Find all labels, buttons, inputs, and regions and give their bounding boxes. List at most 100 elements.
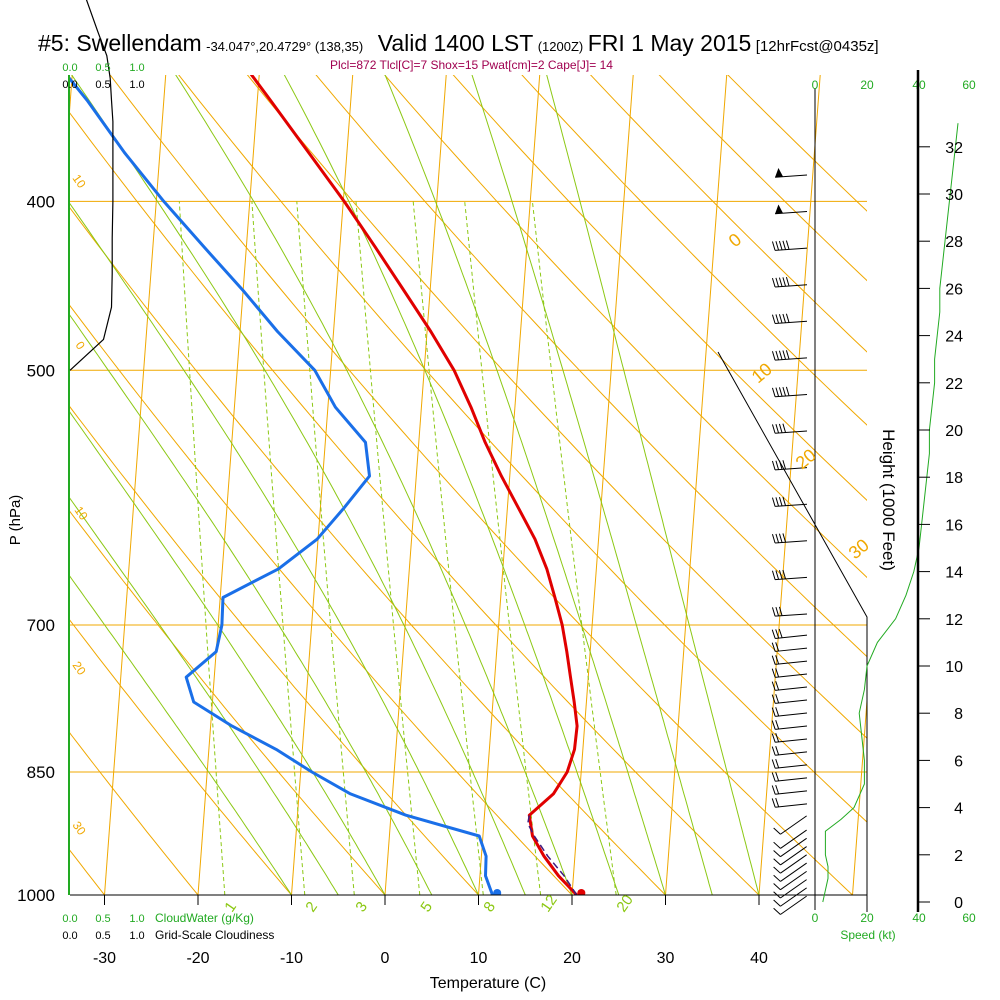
wind-barb	[771, 533, 808, 544]
barb-shaft	[780, 870, 807, 891]
barb-flag	[771, 387, 776, 397]
dry-adiabat-line	[70, 849, 105, 895]
dry-adiabat-line	[727, 75, 867, 212]
temperature-line	[249, 75, 579, 895]
barb-flag	[771, 798, 776, 808]
x-tick-label: -30	[93, 950, 116, 967]
barb-flag	[775, 746, 780, 756]
barb-shaft	[780, 862, 807, 882]
wind-barb	[771, 797, 808, 808]
mixing-ratio-line	[412, 201, 484, 895]
barb-flag	[773, 866, 781, 874]
barb-flag	[775, 771, 780, 782]
barb-flag	[775, 570, 780, 580]
left-adiabat-label: 10	[70, 172, 89, 191]
cloudiness-tick-top: 1.0	[129, 79, 144, 91]
barb-flag	[782, 569, 787, 580]
dry-adiabat-line	[384, 75, 867, 579]
station-coords: -34.047°,20.4729° (138,35)	[206, 39, 364, 54]
height-tick-label: 24	[945, 329, 963, 346]
cloudiness-label: Grid-Scale Cloudiness	[155, 928, 274, 942]
x-tick-label: 0	[381, 950, 390, 967]
barb-flag	[773, 883, 781, 891]
barb-shaft	[775, 699, 808, 704]
left-adiabat-label: 0	[73, 339, 88, 353]
barb-flag	[773, 841, 781, 849]
height-tick-label: 18	[945, 470, 963, 487]
thermo-grid	[70, 75, 867, 895]
barb-shaft	[775, 751, 808, 756]
mixing-ratio-line	[464, 201, 542, 895]
wind-barb	[771, 681, 808, 691]
wind-barb	[771, 746, 808, 756]
moist-adiabat-line	[283, 75, 620, 895]
barb-shaft	[775, 725, 808, 730]
isotherm-line	[478, 75, 541, 895]
height-tick-label: 10	[945, 659, 963, 676]
wind-barb	[771, 668, 808, 678]
barb-flag	[778, 570, 783, 580]
barb-shaft	[780, 854, 807, 874]
height-axis-label: Height (1000 Feet)	[879, 429, 898, 571]
x-tick-label: 30	[657, 950, 675, 967]
moist-adiabat-line	[70, 314, 433, 895]
isotherm-line	[197, 75, 260, 895]
barb-flag	[773, 850, 781, 858]
barb-flag	[778, 240, 783, 251]
wind-barb	[771, 386, 808, 398]
moist-adiabat-line	[471, 75, 713, 895]
barb-flag	[782, 350, 787, 360]
y-tick-label: 500	[27, 361, 55, 380]
cloudwater-label: CloudWater (g/Kg)	[155, 911, 254, 925]
mixing-ratio-line	[355, 201, 421, 895]
wind-barb	[771, 350, 808, 361]
dry-adiabat-line	[590, 75, 867, 353]
cloudwater-tick-top: 0.5	[95, 62, 110, 74]
barb-flag	[778, 533, 783, 543]
barb-flag	[782, 277, 787, 287]
barb-flag	[771, 785, 776, 795]
surface-temperature-point	[577, 889, 586, 895]
barb-flag	[771, 570, 776, 580]
mixing-ratio-label: 8	[480, 899, 499, 916]
isotherm-line	[665, 75, 728, 895]
barb-flag	[785, 240, 790, 250]
wind-barb	[771, 758, 808, 769]
mixing-ratio-label: 3	[352, 899, 371, 916]
wind-barb	[773, 829, 807, 849]
cloudiness-tick-top: 0.5	[95, 79, 110, 91]
height-tick-label: 26	[945, 281, 963, 298]
barb-flag	[775, 707, 780, 717]
barb-shaft	[775, 503, 808, 507]
barb-flag	[775, 350, 780, 361]
wind-barb	[771, 606, 808, 617]
height-tick-label: 14	[945, 565, 963, 582]
forecast-date: FRI 1 May 2015	[587, 30, 752, 56]
mixing-ratio-label: 2	[302, 899, 321, 916]
speed-tick-top: 0	[812, 78, 819, 92]
barb-flag	[782, 423, 787, 433]
dry-adiabat-label: 0	[725, 229, 746, 251]
barb-shaft	[775, 764, 808, 769]
dewpoint-line	[70, 76, 494, 895]
height-tick-label: 12	[945, 612, 963, 629]
barb-flag	[771, 772, 776, 782]
y-tick-label: 850	[27, 763, 55, 782]
wind-barb	[773, 846, 807, 866]
wind-barb	[771, 707, 808, 717]
barb-flag	[785, 350, 790, 360]
barb-flag	[771, 720, 776, 730]
barb-flag	[782, 386, 787, 397]
wind-barb	[773, 854, 807, 874]
moist-adiabat-line	[546, 75, 760, 895]
dry-adiabat-line	[315, 75, 867, 658]
barb-flag	[771, 534, 776, 544]
barb-shaft	[780, 837, 807, 858]
barb-shaft	[775, 660, 808, 665]
barb-flag	[782, 496, 787, 506]
barb-flag	[771, 497, 776, 507]
panel-boundary-line	[717, 351, 868, 912]
barb-flag	[771, 733, 776, 743]
wind-barb	[773, 895, 807, 915]
